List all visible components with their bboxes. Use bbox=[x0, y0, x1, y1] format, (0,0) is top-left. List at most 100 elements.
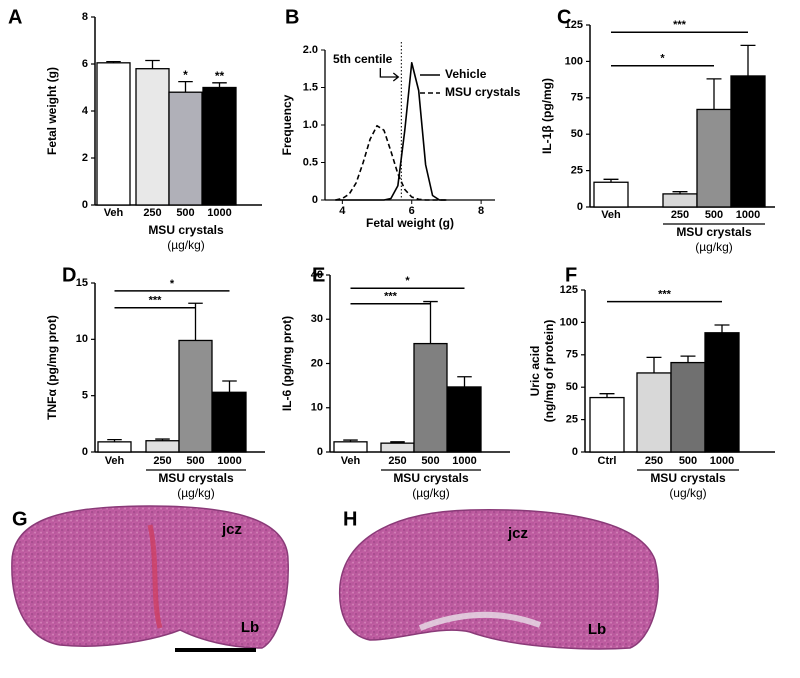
y-tick-label: 1.5 bbox=[303, 81, 318, 93]
x-axis-label: MSU crystals bbox=[148, 223, 224, 237]
x-tick-label: 1000 bbox=[736, 209, 760, 221]
bar bbox=[380, 442, 415, 453]
y-tick-label: 0 bbox=[312, 194, 318, 206]
y-axis-label: (ng/mg of protein) bbox=[542, 320, 556, 423]
panel-label: G bbox=[12, 508, 28, 530]
bar bbox=[168, 91, 203, 206]
significance-label: *** bbox=[658, 289, 672, 301]
y-tick-label: 10 bbox=[76, 333, 88, 345]
y-tick-label: 10 bbox=[311, 402, 323, 414]
y-tick-label: 0 bbox=[317, 446, 323, 458]
y-axis-label: Frequency bbox=[280, 94, 294, 155]
significance-label: *** bbox=[673, 19, 687, 31]
error-bar bbox=[457, 376, 472, 387]
x-tick-label: 500 bbox=[705, 209, 723, 221]
y-tick-label: 4 bbox=[82, 105, 89, 117]
y-tick-label: 20 bbox=[311, 357, 323, 369]
y-tick-label: 0.5 bbox=[303, 156, 318, 168]
x-axis-unit: (µg/kg) bbox=[412, 486, 450, 500]
significance-label: *** bbox=[149, 295, 163, 307]
x-axis-unit: (µg/kg) bbox=[177, 486, 215, 500]
x-tick-label: 1000 bbox=[710, 455, 734, 467]
significance-label: * bbox=[183, 68, 188, 82]
y-axis-label: TNFα (pg/mg prot) bbox=[45, 315, 59, 420]
y-axis-label: Fetal weight (g) bbox=[45, 67, 59, 155]
bar bbox=[333, 441, 368, 453]
y-tick-label: 2.0 bbox=[303, 44, 318, 56]
error-bar bbox=[188, 302, 203, 341]
x-tick-label: Veh bbox=[105, 455, 125, 467]
region-label: jcz bbox=[221, 521, 242, 538]
y-tick-label: 0 bbox=[577, 201, 583, 213]
x-tick-label: 1000 bbox=[217, 455, 241, 467]
vessel bbox=[147, 524, 163, 629]
tissue-section bbox=[338, 509, 659, 650]
x-axis-label: MSU crystals bbox=[676, 225, 752, 239]
y-tick-label: 0 bbox=[82, 446, 88, 458]
x-tick-label: 250 bbox=[671, 209, 689, 221]
x-tick-label: 6 bbox=[409, 205, 415, 217]
x-tick-label: Veh bbox=[104, 207, 124, 219]
bar bbox=[589, 396, 625, 453]
bar bbox=[636, 372, 672, 453]
region-label: Lb bbox=[588, 621, 606, 638]
x-tick-label: 500 bbox=[679, 455, 697, 467]
bar bbox=[670, 361, 706, 453]
y-axis-label: Uric acid bbox=[528, 346, 542, 397]
y-axis-label: IL-1β (pg/mg) bbox=[540, 78, 554, 154]
bar bbox=[696, 108, 732, 208]
bar bbox=[178, 339, 213, 453]
x-tick-label: 500 bbox=[176, 207, 194, 219]
y-tick-label: 0 bbox=[572, 446, 578, 458]
error-bar bbox=[680, 355, 696, 363]
series-line bbox=[335, 124, 447, 201]
annotation-arrow bbox=[379, 68, 400, 82]
bar bbox=[413, 342, 448, 453]
y-tick-label: 15 bbox=[76, 277, 88, 289]
y-tick-label: 125 bbox=[560, 284, 578, 296]
y-tick-label: 1.0 bbox=[303, 119, 318, 131]
y-tick-label: 75 bbox=[571, 92, 583, 104]
y-tick-label: 100 bbox=[560, 316, 578, 328]
x-axis-unit: (ug/kg) bbox=[669, 486, 706, 500]
series-line bbox=[335, 61, 447, 201]
y-tick-label: 6 bbox=[82, 58, 88, 70]
panel-label: E bbox=[312, 264, 325, 286]
bar bbox=[97, 441, 132, 453]
legend-label: MSU crystals bbox=[445, 85, 521, 99]
error-bar bbox=[178, 80, 193, 93]
error-bar bbox=[706, 78, 722, 110]
x-axis-label: Fetal weight (g) bbox=[366, 216, 454, 230]
x-tick-label: 4 bbox=[339, 205, 346, 217]
panel-label: A bbox=[8, 6, 22, 28]
error-bar bbox=[212, 82, 227, 88]
significance-label: * bbox=[170, 278, 175, 290]
y-tick-label: 50 bbox=[571, 128, 583, 140]
x-axis-unit: (µg/kg) bbox=[167, 238, 205, 252]
y-tick-label: 0 bbox=[82, 199, 88, 211]
x-tick-label: Ctrl bbox=[598, 455, 617, 467]
error-bar bbox=[423, 300, 438, 344]
bar bbox=[662, 193, 698, 208]
error-bar bbox=[145, 59, 160, 69]
y-tick-label: 30 bbox=[311, 313, 323, 325]
y-tick-label: 5 bbox=[82, 390, 88, 402]
bar bbox=[212, 391, 247, 453]
y-tick-label: 40 bbox=[311, 269, 323, 281]
region-label: Lb bbox=[241, 619, 259, 636]
panel-label: B bbox=[285, 6, 299, 28]
y-tick-label: 25 bbox=[566, 414, 578, 426]
y-tick-label: 2 bbox=[82, 152, 88, 164]
x-tick-label: Veh bbox=[341, 455, 361, 467]
error-bar bbox=[222, 380, 237, 393]
annotation: 5th centile bbox=[333, 52, 393, 66]
y-axis-label: IL-6 (pg/mg prot) bbox=[280, 316, 294, 411]
bar bbox=[96, 62, 131, 206]
y-tick-label: 125 bbox=[565, 19, 583, 31]
significance-label: * bbox=[405, 275, 410, 287]
panel-label: H bbox=[343, 508, 357, 530]
x-tick-label: 250 bbox=[645, 455, 663, 467]
x-tick-label: 500 bbox=[186, 455, 204, 467]
x-tick-label: 250 bbox=[143, 207, 161, 219]
panel-label: F bbox=[565, 264, 577, 286]
